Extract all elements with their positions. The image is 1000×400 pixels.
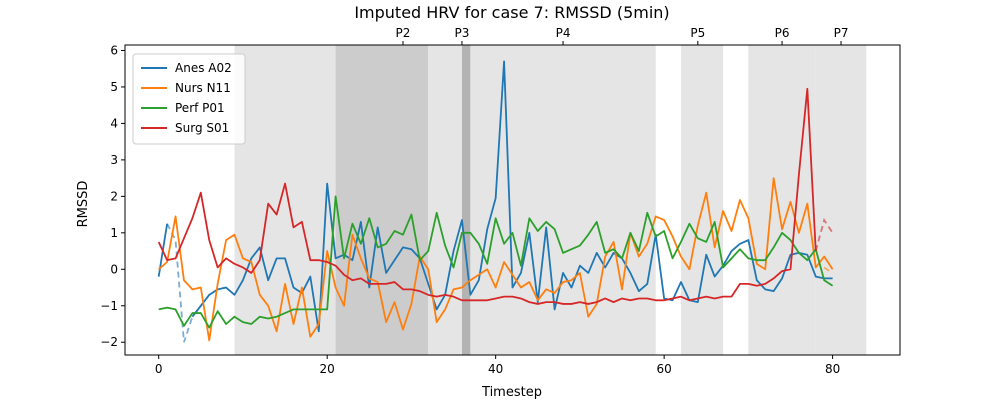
x-axis-label: Timestep: [481, 385, 542, 400]
x-tick-label: 40: [488, 362, 503, 376]
legend-label: Surg S01: [175, 121, 229, 135]
y-tick-label: −1: [100, 299, 118, 313]
y-tick-label: 5: [110, 80, 118, 94]
series-line-surg-s01: [157, 87, 817, 305]
phase-tick-label: P4: [556, 26, 571, 40]
y-axis-label: RMSSD: [76, 181, 91, 228]
imputed-line-surg-s01: [814, 217, 834, 252]
y-tick-label: 0: [110, 262, 118, 276]
phase-tick-label: P7: [834, 26, 849, 40]
series-line-perf-p01: [158, 195, 834, 329]
phase-band-P7: [815, 45, 867, 355]
series-line-anes-a02: [191, 60, 833, 333]
y-tick-label: 1: [110, 226, 118, 240]
y-tick-label: −2: [100, 335, 118, 349]
axes: 0 20 40 60 80 −2 −1 0 1 2 3 4 5 6 P2 P3 P4 P5 P6 P7: [100, 26, 848, 376]
legend-label: Nurs N11: [175, 81, 231, 95]
phase-band-P2: [335, 45, 429, 355]
y-tick-label: 6: [110, 43, 118, 57]
x-tick-label: 60: [656, 362, 671, 376]
phase-band-P5: [680, 45, 724, 355]
phase-tick-label: P2: [396, 26, 411, 40]
phase-band-P4: [470, 45, 656, 355]
y-tick-label: 2: [110, 189, 118, 203]
series-line-nurs-n11: [158, 177, 834, 342]
legend: Anes A02 Nurs N11 Perf P01 Surg S01: [132, 53, 246, 145]
imputed-line-nurs-n11: [823, 266, 834, 274]
y-tick-label: 3: [110, 153, 118, 167]
plot-frame: [124, 44, 901, 356]
legend-label: Anes A02: [175, 61, 232, 75]
legend-label: Perf P01: [175, 101, 225, 115]
series-lines: [157, 60, 834, 343]
x-tick-label: 80: [825, 362, 840, 376]
y-tick-label: 4: [110, 116, 118, 130]
x-tick-label: 20: [320, 362, 335, 376]
phase-band-0: [234, 45, 336, 355]
phase-tick-label: P3: [455, 26, 470, 40]
phase-tick-label: P5: [690, 26, 705, 40]
phase-tick-label: P6: [775, 26, 790, 40]
x-tick-label: 0: [155, 362, 163, 376]
phase-band-P6: [748, 45, 816, 355]
chart-title: Imputed HRV for case 7: RMSSD (5min): [354, 3, 669, 22]
phase-band-P3: [461, 45, 471, 355]
legend-box: [132, 53, 246, 145]
